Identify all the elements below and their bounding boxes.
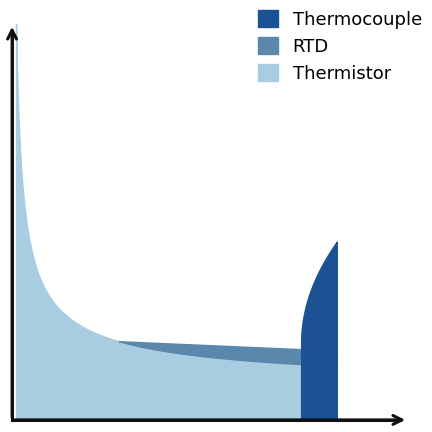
- Legend: Thermocouple, RTD, Thermistor: Thermocouple, RTD, Thermistor: [253, 5, 427, 88]
